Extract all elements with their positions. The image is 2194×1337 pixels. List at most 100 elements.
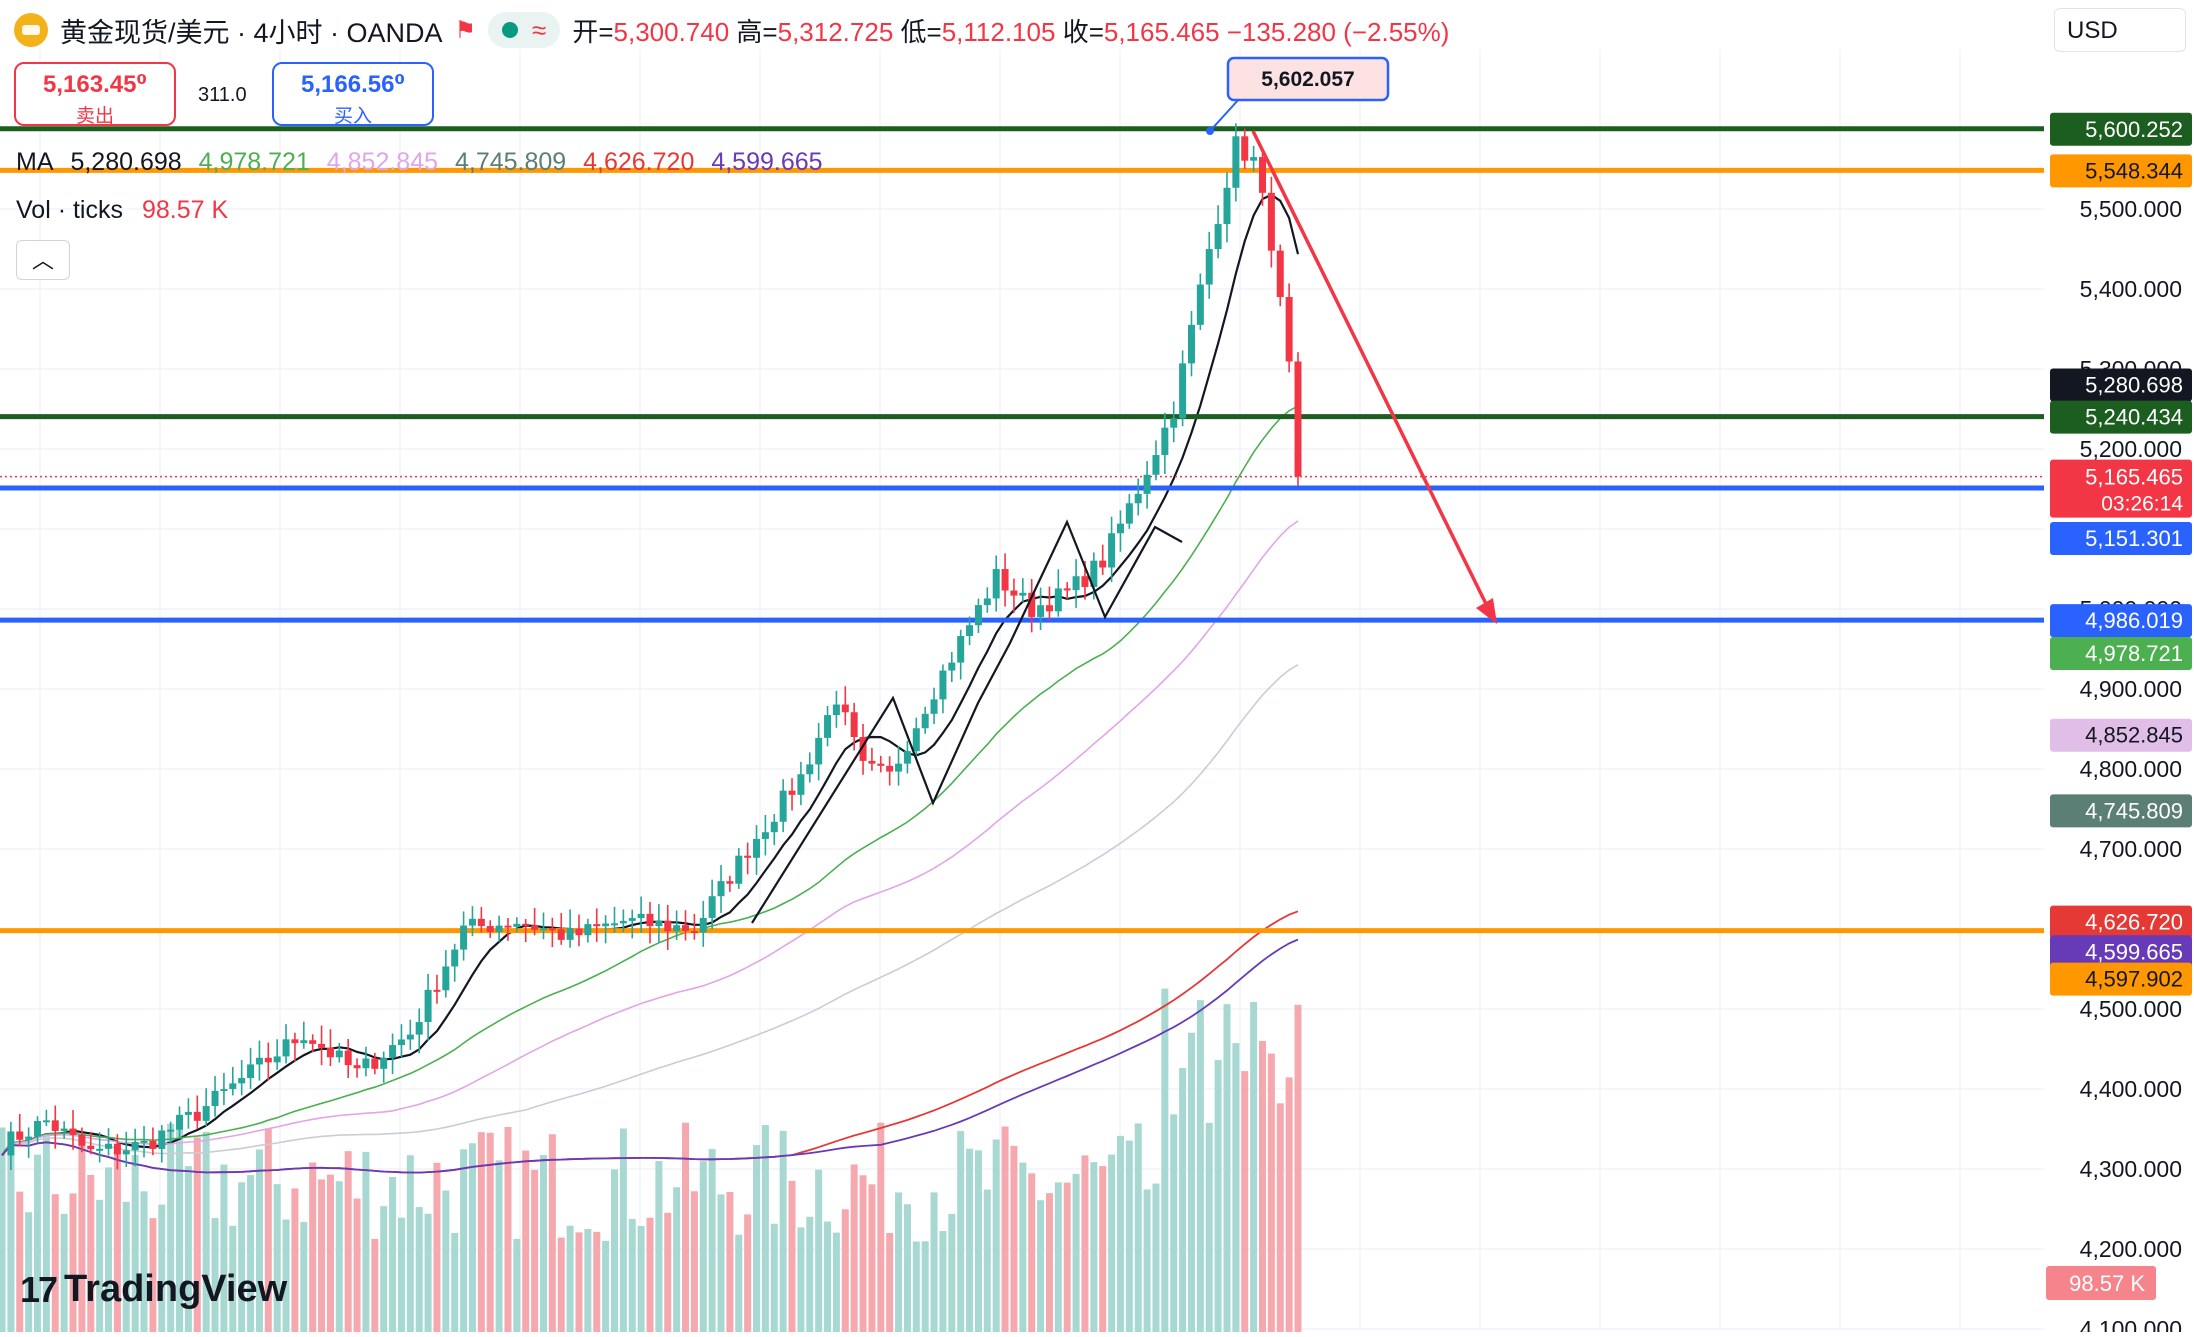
volume-bar bbox=[992, 1139, 1000, 1332]
volume-tag bbox=[2046, 1266, 2156, 1300]
candle-body bbox=[25, 1136, 33, 1140]
candle-body bbox=[397, 1039, 405, 1046]
volume-bar bbox=[1294, 1004, 1302, 1332]
candle-body bbox=[1054, 588, 1062, 612]
volume-bar bbox=[460, 1149, 468, 1332]
price-tag-label: 4,852.845 bbox=[2085, 723, 2183, 748]
candle-body bbox=[353, 1065, 361, 1069]
volume-bar bbox=[131, 1154, 139, 1332]
volume-bar bbox=[158, 1204, 166, 1332]
candle-body bbox=[34, 1121, 42, 1137]
volume-bar bbox=[389, 1176, 397, 1332]
volume-bar bbox=[264, 1128, 272, 1332]
volume-bar bbox=[105, 1167, 113, 1332]
market-status-pill[interactable]: ≈ bbox=[488, 12, 561, 48]
candle-body bbox=[832, 704, 840, 716]
candle-body bbox=[912, 728, 920, 752]
candle-body bbox=[477, 918, 485, 927]
candle-body bbox=[184, 1111, 192, 1115]
volume-bar bbox=[744, 1214, 752, 1332]
volume-bar bbox=[495, 1160, 503, 1332]
volume-bar bbox=[850, 1164, 858, 1332]
candle-body bbox=[646, 913, 654, 927]
price-tag-label: 5,240.434 bbox=[2085, 405, 2183, 430]
candle-body bbox=[708, 896, 716, 918]
current-price-tag bbox=[2050, 459, 2192, 518]
candle-body bbox=[1108, 533, 1116, 568]
volume-bar bbox=[25, 1212, 33, 1332]
symbol-title[interactable]: 黄金现货/美元 · 4小时 · OANDA bbox=[60, 17, 443, 48]
candle-body bbox=[42, 1120, 50, 1123]
candle-body bbox=[468, 918, 476, 926]
volume-bar bbox=[1143, 1189, 1151, 1332]
flag-icon[interactable]: ⚑ bbox=[454, 16, 477, 44]
volume-bar bbox=[868, 1184, 876, 1332]
candle-body bbox=[1258, 157, 1266, 193]
volume-bar bbox=[957, 1131, 965, 1332]
candle-body bbox=[424, 989, 432, 1023]
sell-price: 5,163.45⁰ bbox=[43, 71, 147, 98]
volume-bar bbox=[1285, 1077, 1293, 1332]
ma-value-6: 4,599.665 bbox=[711, 148, 823, 176]
candle-body bbox=[895, 763, 903, 772]
candle-body bbox=[957, 635, 965, 663]
volume-bar bbox=[1276, 1103, 1284, 1332]
candle-body bbox=[717, 881, 725, 897]
candle-body bbox=[1019, 592, 1027, 596]
volume-bar bbox=[539, 1155, 547, 1332]
volume-bar bbox=[1134, 1123, 1142, 1332]
volume-bar bbox=[51, 1194, 59, 1332]
chevron-up-icon[interactable]: ︿ bbox=[16, 240, 70, 280]
price-tag-label: 4,986.019 bbox=[2085, 608, 2183, 633]
volume-bar bbox=[513, 1238, 521, 1332]
sell-button[interactable]: 5,163.45⁰ 卖出 bbox=[14, 62, 176, 127]
volume-bar bbox=[788, 1180, 796, 1332]
candle-body bbox=[167, 1129, 175, 1132]
candle-body bbox=[992, 569, 1000, 599]
volume-bar bbox=[548, 1134, 556, 1332]
price-tag bbox=[2050, 154, 2192, 188]
volume-bar bbox=[832, 1232, 840, 1332]
price-tag bbox=[2050, 794, 2192, 828]
candle-body bbox=[637, 913, 645, 919]
axis-tick-label: 4,100.000 bbox=[2080, 1316, 2182, 1332]
candle-body bbox=[1232, 136, 1240, 188]
market-open-dot-icon bbox=[502, 22, 519, 38]
volume-bar bbox=[753, 1145, 761, 1332]
candle-body bbox=[868, 760, 876, 764]
volume-bar bbox=[717, 1194, 725, 1332]
candle-body bbox=[557, 929, 565, 940]
candle-body bbox=[264, 1057, 272, 1063]
volume-bar bbox=[939, 1231, 947, 1332]
volume-bar bbox=[895, 1192, 903, 1332]
volume-bar bbox=[353, 1198, 361, 1332]
volume-bar bbox=[211, 1218, 219, 1332]
volume-bar bbox=[974, 1150, 982, 1332]
buy-button[interactable]: 5,166.56⁰ 买入 bbox=[272, 62, 434, 127]
callout-leader bbox=[1209, 97, 1241, 132]
price-tag bbox=[2050, 112, 2192, 146]
candle-body bbox=[1152, 455, 1160, 475]
volume-legend[interactable]: Vol · ticks 98.57 K bbox=[16, 196, 228, 225]
candle-body bbox=[539, 928, 547, 931]
volume-bar bbox=[1116, 1135, 1124, 1332]
volume-bar bbox=[122, 1201, 130, 1332]
candle-body bbox=[1010, 590, 1018, 596]
volume-bar bbox=[96, 1199, 104, 1332]
ma-line bbox=[1, 405, 1299, 1156]
volume-bar bbox=[380, 1206, 388, 1332]
ma-line bbox=[1, 193, 1300, 1157]
axis-tick-label: 4,700.000 bbox=[2080, 836, 2182, 862]
candle-body bbox=[1028, 592, 1036, 617]
ma-legend[interactable]: MA 5,280.698 4,978.721 4,852.845 4,745.8… bbox=[16, 148, 833, 177]
currency-selector[interactable]: USD bbox=[2054, 8, 2186, 52]
candle-body bbox=[415, 1022, 423, 1035]
volume-bar bbox=[797, 1227, 805, 1332]
price-tag-label: 5,151.301 bbox=[2085, 526, 2183, 551]
volume-bar bbox=[344, 1151, 352, 1332]
volume-bar bbox=[708, 1149, 716, 1332]
price-tag bbox=[2050, 368, 2192, 402]
volume-bar bbox=[886, 1232, 894, 1332]
